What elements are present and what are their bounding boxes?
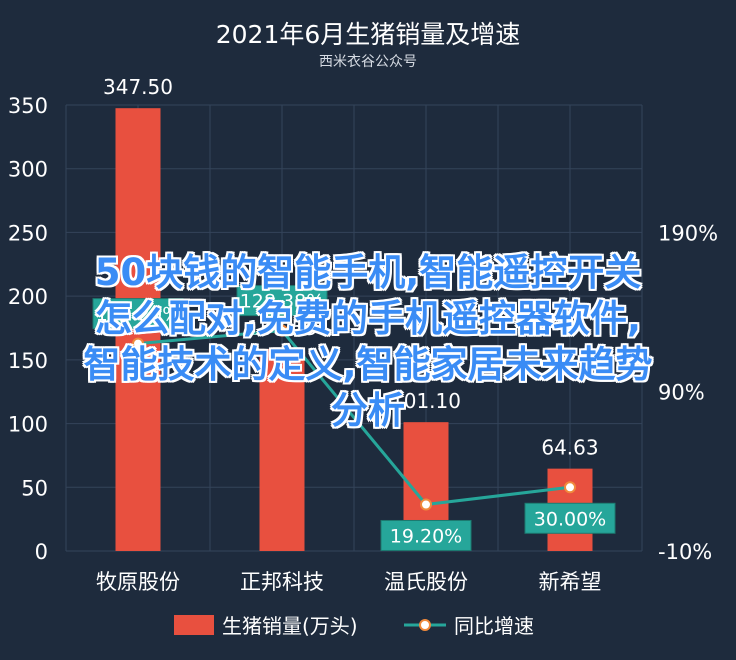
bar-value-label: 101.10 (391, 389, 461, 413)
x-axis-category-label: 新希望 (539, 570, 602, 594)
right-axis-tick-label: 90% (658, 381, 705, 405)
left-axis-tick-label: 250 (8, 221, 48, 245)
bar (115, 108, 161, 551)
line-point (420, 498, 432, 511)
left-axis-tick-label: 150 (8, 349, 48, 373)
left-axis-tick-label: 0 (35, 540, 48, 564)
chart-title: 2021年6月生猪销量及增速 (216, 20, 521, 49)
line-label-box (524, 502, 616, 534)
right-axis-tick-label: 190% (658, 221, 718, 245)
line-value-label: 30.00% (534, 508, 606, 530)
line-value-label: 19.20% (390, 525, 462, 547)
chart-subtitle: 西米衣谷公众号 (319, 54, 417, 70)
line-point (276, 324, 288, 337)
line-point (564, 481, 576, 494)
line-path (137, 329, 571, 507)
line-label-box (380, 519, 472, 551)
bar-value-label: 64.63 (541, 436, 598, 460)
left-axis-tick-label: 50 (21, 476, 48, 500)
x-axis-category-label: 正邦科技 (240, 570, 324, 594)
axes: 0 50 100 150 200 250 300 350 -10% 90% 190% 牧原股份 正邦科技… (8, 94, 718, 594)
left-axis-tick-label: 350 (8, 94, 48, 118)
legend-bar-label: 生猪销量(万头) (222, 614, 358, 638)
line-label-box (92, 298, 184, 330)
right-axis-tick-label: -10% (658, 540, 712, 564)
line-series: 120.20% 128.38% 19.20% 30.00% (92, 285, 616, 551)
legend-line-marker (419, 619, 431, 631)
line-value-label: 128.38% (240, 291, 325, 313)
legend-line-label: 同比增速 (454, 614, 534, 638)
line-label-box (236, 285, 328, 317)
bar (259, 348, 305, 551)
x-axis-category-label: 牧原股份 (96, 570, 180, 594)
left-axis-tick-label: 300 (8, 158, 48, 182)
line-value-label: 120.20% (96, 304, 181, 326)
left-axis-tick-label: 200 (8, 285, 48, 309)
bar-value-label: 347.50 (103, 75, 173, 99)
legend-bar-swatch (174, 615, 214, 635)
x-axis-category-label: 温氏股份 (384, 570, 468, 594)
legend: 生猪销量(万头) 同比增速 (174, 614, 534, 638)
left-axis-tick-label: 100 (8, 413, 48, 437)
line-point (132, 337, 144, 350)
